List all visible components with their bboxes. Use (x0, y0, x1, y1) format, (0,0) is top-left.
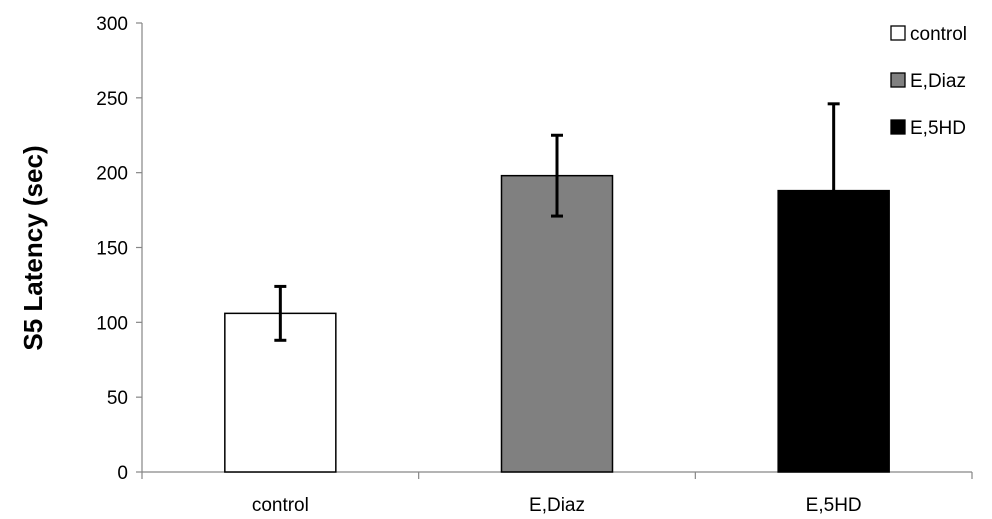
legend-swatch (890, 72, 906, 88)
y-tick-label: 300 (96, 14, 128, 35)
bar (500, 174, 614, 473)
y-tick-label: 250 (96, 89, 128, 110)
x-tick-label: E,Diaz (529, 495, 585, 516)
y-tick-label: 0 (117, 463, 128, 484)
error-bars (274, 102, 840, 342)
legend-label: E,5HD (910, 118, 966, 139)
y-tick-label: 50 (107, 388, 128, 409)
legend-swatch (890, 25, 906, 41)
legend-label: control (910, 24, 967, 45)
legend-swatch (890, 119, 906, 135)
y-tick-label: 150 (96, 239, 128, 260)
y-axis-label: S5 Latency (sec) (18, 145, 48, 350)
y-tick-label: 200 (96, 164, 128, 185)
legend-label: E,Diaz (910, 71, 966, 92)
legend: control E,Diaz E,5HD (890, 24, 967, 139)
y-tick-label: 100 (96, 313, 128, 334)
x-tick-labels: control E,Diaz E,5HD (252, 495, 862, 516)
x-tick-label: control (252, 495, 309, 516)
y-ticks: 0 50 100 150 200 250 300 (96, 14, 142, 484)
bars (224, 174, 890, 473)
x-tick-label: E,5HD (806, 495, 862, 516)
